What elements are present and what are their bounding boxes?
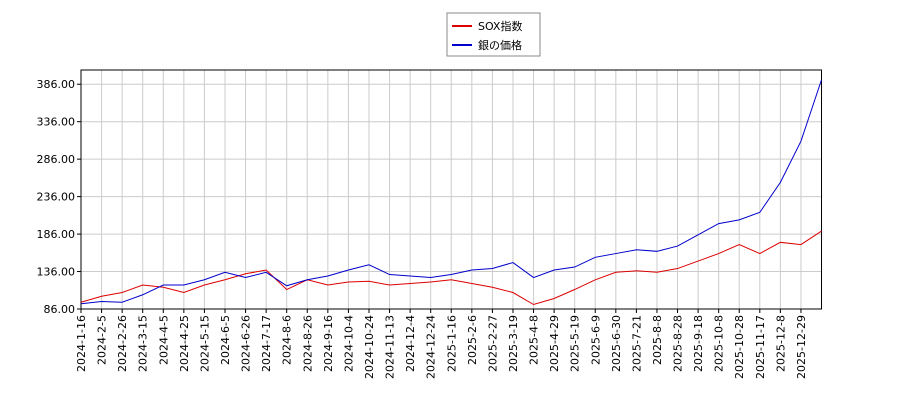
x-tick-label: 2025-1-16: [445, 315, 458, 372]
x-tick-label: 2024-6-5: [219, 315, 232, 365]
x-tick-label: 2025-5-19: [569, 315, 582, 372]
x-tick-label: 2025-9-18: [692, 315, 705, 372]
x-tick-label: 2025-7-21: [630, 315, 643, 372]
x-tick-label: 2025-12-8: [774, 315, 787, 372]
x-tick-label: 2024-2-26: [116, 315, 129, 372]
y-tick-label: 186.00: [37, 228, 76, 241]
x-tick-label: 2024-10-24: [363, 315, 376, 379]
series-line: [80, 230, 822, 306]
x-tick-label: 2025-2-27: [486, 315, 499, 372]
plot-frame: [80, 69, 823, 310]
x-tick-label: 2024-11-13: [384, 315, 397, 379]
x-tick-label: 2024-8-6: [281, 315, 294, 365]
y-tick-label: 86.00: [44, 303, 76, 316]
x-tick-label: 2025-6-30: [610, 315, 623, 372]
x-tick-label: 2025-4-29: [548, 315, 561, 372]
y-tick-label: 236.00: [37, 191, 76, 204]
x-tick-label: 2024-9-16: [322, 315, 335, 372]
y-tick-label: 286.00: [37, 153, 76, 166]
x-tick-label: 2025-11-17: [754, 315, 767, 379]
x-tick-label: 2024-4-5: [157, 315, 170, 365]
x-tick-label: 2025-12-29: [795, 315, 808, 379]
x-tick-label: 2025-6-9: [589, 315, 602, 365]
x-tick-label: 2024-12-4: [404, 315, 417, 372]
x-tick-label: 2024-10-4: [342, 315, 355, 372]
x-tick-label: 2024-7-17: [260, 315, 273, 372]
x-tick-label: 2024-5-15: [198, 315, 211, 372]
x-tick-label: 2024-4-25: [178, 315, 191, 372]
x-tick-label: 2024-2-5: [96, 315, 109, 365]
x-tick-label: 2025-10-8: [713, 315, 726, 372]
x-tick-label: 2024-3-15: [137, 315, 150, 372]
x-tick-label: 2024-1-16: [75, 315, 88, 372]
x-tick-label: 2025-8-28: [672, 315, 685, 372]
y-tick-label: 386.00: [37, 78, 76, 91]
x-tick-label: 2024-8-26: [301, 315, 314, 372]
y-tick-label: 336.00: [37, 116, 76, 129]
x-tick-label: 2025-3-19: [507, 315, 520, 372]
x-tick-label: 2025-8-8: [651, 315, 664, 365]
x-tick-label: 2024-12-24: [425, 315, 438, 379]
x-tick-label: 2024-6-26: [240, 315, 253, 372]
legend-box: [446, 12, 541, 57]
x-tick-label: 2025-10-28: [733, 315, 746, 379]
y-tick-label: 136.00: [37, 266, 76, 279]
series-line: [80, 79, 822, 305]
legend-label: SOX指数: [478, 19, 522, 33]
legend-label: 銀の価格: [478, 38, 522, 52]
x-tick-label: 2025-4-8: [528, 315, 541, 365]
x-tick-label: 2025-2-6: [466, 315, 479, 365]
